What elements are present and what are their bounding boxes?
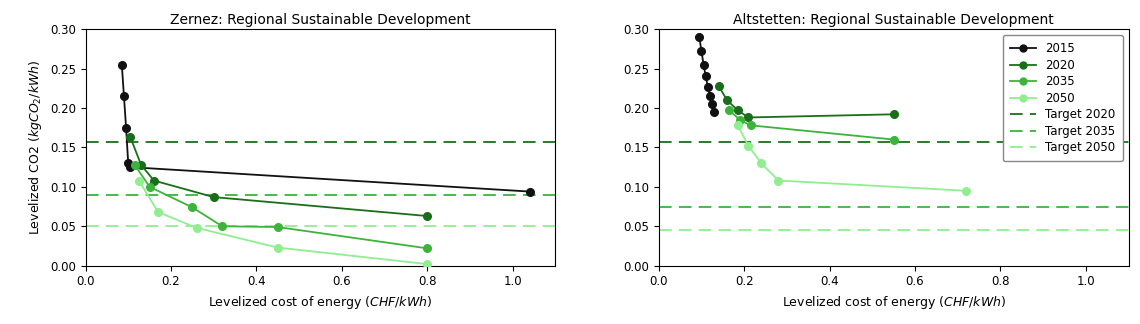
Title: Zernez: Regional Sustainable Development: Zernez: Regional Sustainable Development — [170, 13, 471, 27]
Title: Altstetten: Regional Sustainable Development: Altstetten: Regional Sustainable Develop… — [733, 13, 1054, 27]
Legend: 2015, 2020, 2035, 2050, Target 2020, Target 2035, Target 2050: 2015, 2020, 2035, 2050, Target 2020, Tar… — [1003, 35, 1123, 161]
X-axis label: Levelized cost of energy ($\mathit{CHF/kWh}$): Levelized cost of energy ($\mathit{CHF/k… — [782, 294, 1005, 311]
X-axis label: Levelized cost of energy ($\mathit{CHF/kWh}$): Levelized cost of energy ($\mathit{CHF/k… — [209, 294, 432, 311]
Y-axis label: Levelized CO2 ($\mathit{kgCO_2/kWh}$): Levelized CO2 ($\mathit{kgCO_2/kWh}$) — [27, 60, 44, 235]
